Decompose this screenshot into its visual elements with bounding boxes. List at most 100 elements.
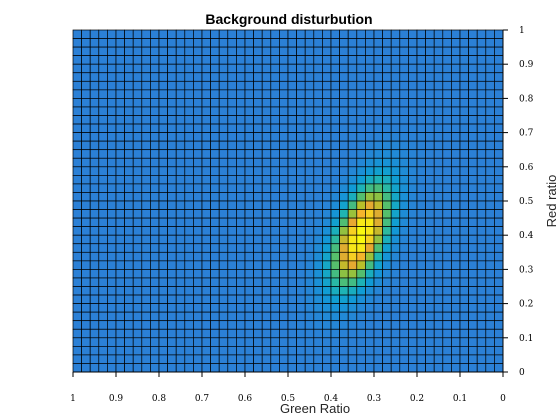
heatmap-cell [218, 106, 229, 116]
heatmap-cell [451, 328, 461, 339]
heatmap-cell [184, 46, 194, 56]
heatmap-cell [485, 192, 495, 202]
heatmap-cell [184, 277, 194, 287]
x-tick-label: 0.1 [453, 394, 467, 404]
heatmap-cell [81, 80, 91, 91]
heatmap-cell [270, 234, 280, 245]
heatmap-cell [201, 80, 211, 91]
heatmap-cell [287, 98, 297, 108]
heatmap-cell [227, 80, 237, 91]
heatmap-cell [390, 72, 401, 82]
heatmap-cell [167, 260, 177, 270]
heatmap-cell [322, 192, 332, 202]
heatmap-cell [244, 311, 254, 322]
heatmap-cell [201, 175, 211, 185]
heatmap-cell [425, 140, 435, 151]
heatmap-cell [150, 303, 160, 313]
heatmap-cell [433, 226, 444, 236]
heatmap-cell [279, 294, 289, 304]
heatmap-cell [158, 175, 168, 185]
heatmap-cell [425, 243, 435, 253]
heatmap-cell [167, 46, 177, 56]
heatmap-cell [201, 38, 211, 48]
heatmap-cell [425, 157, 435, 168]
heatmap-cell [296, 123, 306, 133]
heatmap-cell [425, 328, 435, 339]
heatmap-cell [218, 269, 229, 279]
heatmap-cell [304, 80, 315, 91]
heatmap-cell [468, 29, 478, 39]
heatmap-cell [382, 29, 392, 39]
heatmap-cell [81, 209, 91, 219]
heatmap-cell [494, 251, 504, 262]
heatmap-cell [175, 346, 186, 356]
heatmap-cell [184, 80, 194, 91]
heatmap-cell [356, 46, 366, 56]
heatmap-cell [279, 226, 289, 236]
heatmap-cell [373, 132, 383, 142]
heatmap-cell [98, 55, 108, 65]
heatmap-cell [322, 132, 332, 142]
heatmap-cell [167, 277, 177, 287]
heatmap-cell [124, 346, 134, 356]
heatmap-cell [244, 286, 254, 296]
heatmap-cell [494, 132, 504, 142]
heatmap-cell [236, 269, 246, 279]
heatmap-cell [304, 72, 315, 82]
heatmap-cell [210, 55, 220, 65]
heatmap-cell [451, 89, 461, 99]
heatmap-cell [98, 115, 108, 125]
heatmap-cell [107, 29, 117, 39]
heatmap-cell [468, 286, 478, 296]
heatmap-cell [227, 217, 237, 228]
heatmap-cell [244, 346, 254, 356]
heatmap-cell [339, 328, 349, 339]
heatmap-cell [451, 157, 461, 168]
heatmap-cell [425, 46, 435, 56]
heatmap-cell [433, 200, 444, 210]
heatmap-cell [459, 63, 469, 74]
heatmap-cell [270, 320, 280, 330]
heatmap-cell [399, 115, 409, 125]
heatmap-cell [98, 38, 108, 48]
heatmap-cell [356, 217, 366, 228]
heatmap-cell [236, 80, 246, 91]
heatmap-cell [373, 157, 383, 168]
heatmap-cell [141, 277, 151, 287]
heatmap-cell [408, 286, 418, 296]
heatmap-cell [476, 29, 487, 39]
heatmap-cell [150, 166, 160, 176]
heatmap-cell [390, 80, 401, 91]
heatmap-cell [89, 175, 100, 185]
heatmap-cell [304, 260, 315, 270]
heatmap-cell [89, 209, 100, 219]
heatmap-cell [494, 354, 504, 364]
heatmap-cell [399, 354, 409, 364]
heatmap-cell [399, 363, 409, 373]
heatmap-cell [433, 80, 444, 91]
heatmap-cell [339, 175, 349, 185]
heatmap-cell [244, 260, 254, 270]
heatmap-cell [416, 98, 426, 108]
heatmap-cell [322, 29, 332, 39]
heatmap-cell [356, 38, 366, 48]
heatmap-cell [210, 260, 220, 270]
heatmap-cell [253, 209, 263, 219]
heatmap-cell [494, 183, 504, 193]
heatmap-cell [296, 183, 306, 193]
heatmap-cell [193, 132, 203, 142]
heatmap-cell [442, 183, 452, 193]
heatmap-cell [218, 63, 229, 74]
heatmap-cell [365, 192, 375, 202]
heatmap-cell [150, 132, 160, 142]
heatmap-cell [485, 149, 495, 159]
heatmap-cell [167, 29, 177, 39]
heatmap-cell [425, 89, 435, 99]
heatmap-cell [296, 157, 306, 168]
heatmap-cell [339, 209, 349, 219]
heatmap-cell [150, 89, 160, 99]
heatmap-cell [416, 354, 426, 364]
heatmap-cell [382, 346, 392, 356]
heatmap-cell [373, 243, 383, 253]
